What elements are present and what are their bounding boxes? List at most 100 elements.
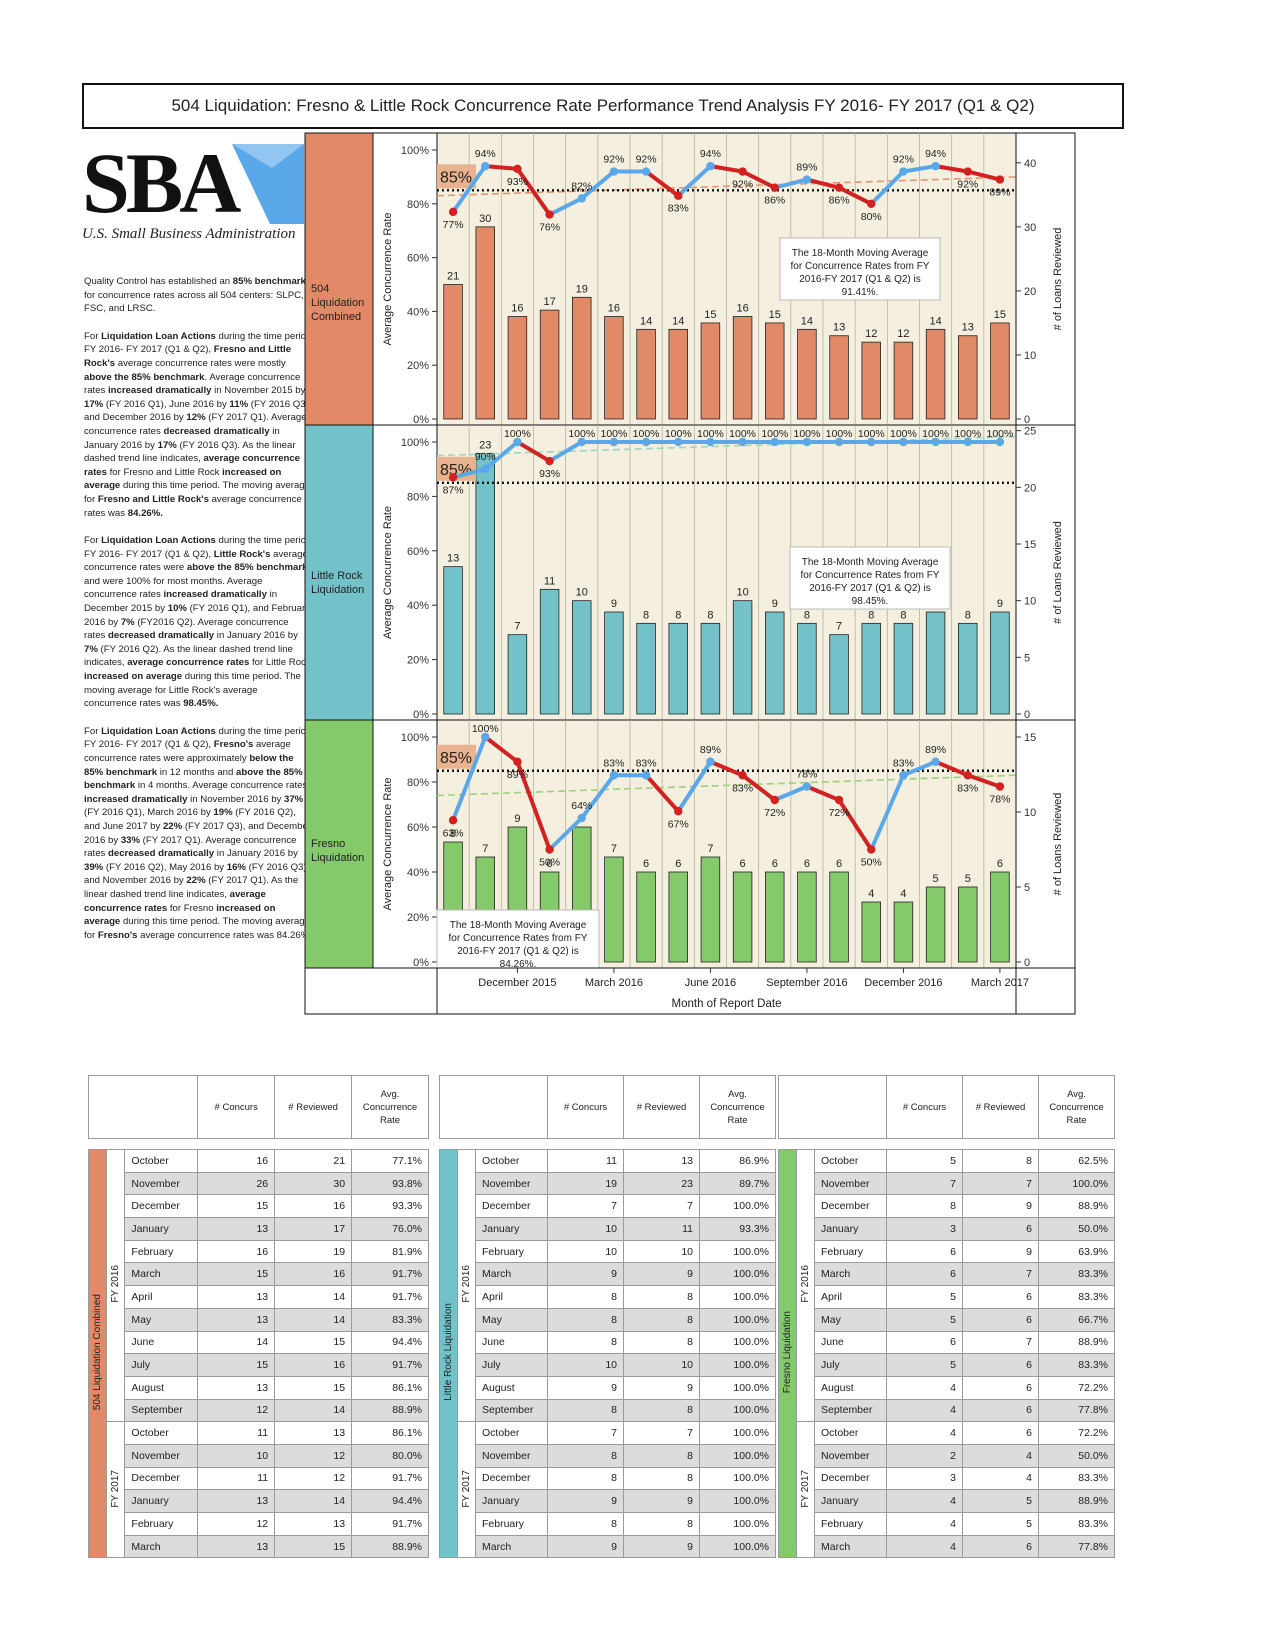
rate-line-segment [837, 185, 874, 206]
table-row: September 12 14 88.9% [89, 1398, 429, 1423]
rate-cell: 100.0% [699, 1421, 777, 1445]
rate-point [577, 194, 586, 203]
concurs-cell: 8 [547, 1330, 625, 1355]
table-row: June 14 15 94.4% [89, 1330, 429, 1355]
bar-value-label: 7 [514, 621, 520, 633]
narrative-segment: decreased dramatically [108, 848, 215, 860]
month-cell: November [474, 1443, 549, 1468]
reviewed-cell: 9 [962, 1239, 1040, 1264]
left-tick-label: 100% [401, 437, 429, 449]
rate-cell: 77.8% [1038, 1534, 1116, 1559]
table-row: December 8 9 88.9% [779, 1194, 1116, 1219]
table-little-rock: # Concurs # Reviewed Avg. Concurrence Ra… [438, 1075, 777, 1559]
month-cell: November [474, 1171, 549, 1196]
narrative-segment: 98.45%. [183, 698, 219, 710]
table-row: May 8 8 100.0% [440, 1307, 777, 1332]
rate-point [738, 167, 747, 176]
rate-point [641, 167, 651, 176]
rate-point [577, 813, 586, 823]
month-cell: April [474, 1285, 549, 1309]
narrative-segment: (FY 2016 Q1), and February 2016 by [84, 603, 310, 628]
rate-cell: 72.2% [1038, 1375, 1116, 1400]
rate-point [513, 437, 522, 447]
bar-value-label: 5 [965, 873, 971, 885]
rate-line-segment [965, 773, 1002, 789]
bar-value-label: 14 [672, 315, 684, 327]
bar [925, 328, 946, 420]
moving-average-note-box [789, 546, 951, 610]
month-cell: April [124, 1285, 199, 1309]
moving-average-note-box [779, 237, 941, 301]
month-cell: September [813, 1398, 888, 1423]
right-tick-label: 15 [1024, 539, 1036, 551]
table-row: December 3 4 83.3% [779, 1466, 1116, 1491]
concurs-cell: 5 [886, 1307, 964, 1332]
narrative-segment: decreased dramatically [163, 425, 270, 437]
narrative-p4: For Liquidation Loan Actions during the … [84, 725, 312, 943]
panel-label-text: Liquidation [311, 584, 364, 596]
concurrence-chart: 504LiquidationCombined0%20%40%60%80%100%… [304, 132, 1076, 1015]
rate-point [448, 207, 458, 217]
bar-value-label: 11 [544, 575, 555, 587]
rate-value-label: 100% [504, 428, 531, 440]
rate-line-segment [451, 735, 488, 823]
bar [829, 634, 849, 715]
concurs-cell: 11 [197, 1421, 276, 1445]
table-row: January 10 11 93.3% [440, 1217, 777, 1241]
concurs-cell: 26 [197, 1171, 276, 1196]
left-tick-label: 80% [407, 199, 429, 211]
bar-value-label: 8 [900, 609, 906, 621]
concurs-cell: 14 [197, 1330, 276, 1355]
narrative-p1: Quality Control has established an 85% b… [84, 275, 312, 316]
month-cell: May [474, 1307, 549, 1332]
rate-value-label: 92% [603, 154, 624, 166]
narrative-segment: (FY2016 Q2). Average concurrence rates [84, 616, 289, 642]
concurs-cell: 4 [886, 1534, 964, 1559]
right-tick-label: 0 [1024, 709, 1030, 721]
bar-value-label: 8 [643, 609, 649, 621]
month-cell: December [474, 1194, 549, 1219]
left-tick-label: 0% [413, 957, 429, 969]
table-row: January 3 6 50.0% [779, 1217, 1116, 1241]
rate-value-label: 83% [957, 782, 978, 794]
month-cell: January [124, 1489, 199, 1513]
table-row: February 4 5 83.3% [779, 1512, 1116, 1536]
header-rate: Avg. Concurrence Rate [351, 1075, 429, 1139]
narrative-segment: Little Rock's [213, 548, 271, 560]
bar [668, 871, 688, 963]
rate-cell: 100.0% [699, 1398, 777, 1423]
table-row: November 8 8 100.0% [440, 1443, 777, 1468]
bar [604, 856, 624, 963]
rate-line-segment [933, 164, 970, 174]
month-cell: March [124, 1262, 199, 1287]
rate-value-label: 94% [475, 148, 496, 160]
right-axis-area [1015, 132, 1076, 426]
concurs-cell: 5 [886, 1149, 964, 1173]
bar-value-label: 8 [450, 828, 456, 840]
concurs-cell: 5 [886, 1285, 964, 1309]
left-tick-label: 40% [407, 867, 429, 879]
concurs-cell: 9 [547, 1375, 625, 1400]
left-axis-area [372, 132, 438, 426]
rate-cell: 91.7% [351, 1466, 429, 1491]
rate-point [834, 437, 844, 447]
table-group-label: Little Rock Liquidation [439, 1148, 458, 1559]
table-group-label: 504 Liquidation Combined [87, 1148, 108, 1559]
bar [958, 886, 978, 963]
chart-panel-1: Little Rock Liquidation 0% 20% 40% 60% 80% 100%… [304, 424, 1076, 721]
month-cell: January [474, 1489, 549, 1513]
rate-value-label: 72% [829, 807, 850, 819]
concurs-cell: 15 [197, 1353, 276, 1377]
bar [700, 322, 721, 420]
reviewed-cell: 16 [274, 1353, 353, 1377]
rate-point [513, 757, 522, 766]
narrative-segment: 84.26%. [127, 507, 163, 519]
reviewed-cell: 9 [623, 1534, 701, 1559]
moving-average-note-line: 84.26%. [500, 959, 537, 970]
bar-value-label: 13 [833, 322, 845, 334]
concurs-cell: 9 [547, 1262, 625, 1287]
rate-cell: 88.9% [1038, 1194, 1116, 1219]
rate-line-segment [676, 759, 713, 814]
rate-point [834, 183, 844, 192]
bar [925, 886, 946, 963]
